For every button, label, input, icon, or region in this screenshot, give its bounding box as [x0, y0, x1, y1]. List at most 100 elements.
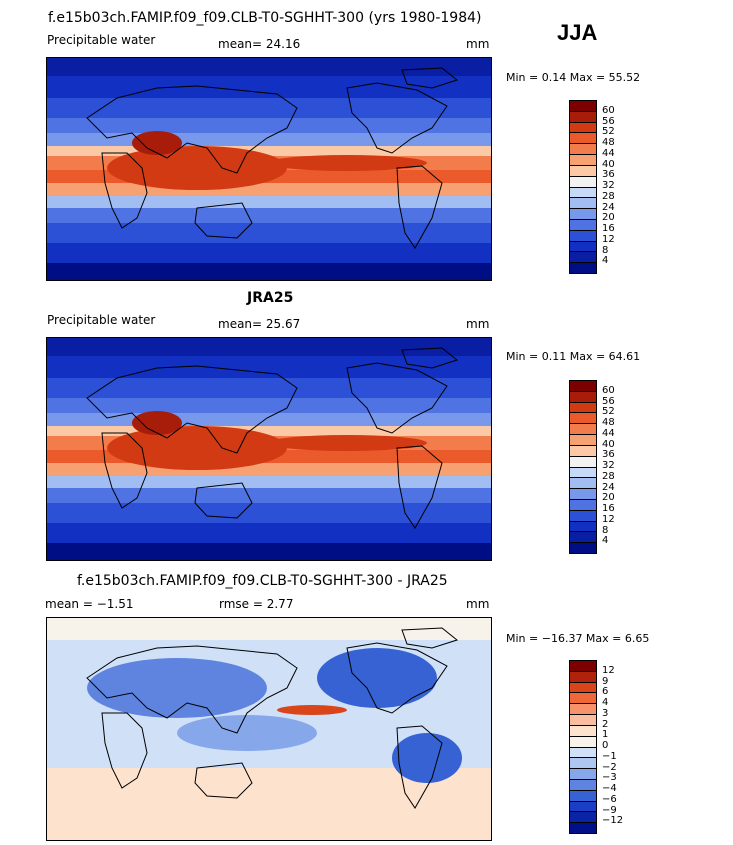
colorbar-swatch [570, 219, 596, 231]
colorbar-tick-label: 12 [602, 233, 615, 245]
colorbar-tick-label: −2 [602, 761, 617, 773]
colorbar-swatch [570, 381, 596, 392]
colorbar-swatch [570, 424, 596, 436]
colorbar-tick-label: 60 [602, 384, 615, 396]
colorbar-tick-label: 0 [602, 740, 609, 751]
colorbar-tick-label: 8 [602, 524, 609, 536]
colorbar-tick-label: 16 [602, 223, 615, 234]
colorbar-tick-label: 2 [602, 718, 609, 730]
colorbar-swatch [570, 111, 596, 123]
panel3-map [46, 617, 492, 841]
colorbar-swatch [570, 682, 596, 694]
colorbar-swatch [570, 241, 596, 253]
colorbar-tick-label: 44 [602, 427, 615, 439]
colorbar-swatch [570, 144, 596, 156]
colorbar-swatch [570, 671, 596, 683]
panel2-colorbar [569, 380, 597, 554]
colorbar-swatch [570, 736, 596, 748]
panel3-title: f.e15b03ch.FAMIP.f09_f09.CLB-T0-SGHHT-30… [77, 573, 448, 589]
colorbar-tick-label: 52 [602, 126, 615, 138]
colorbar-tick-label: 1 [602, 729, 609, 741]
panel1-units: mm [466, 37, 490, 51]
colorbar-tick-label: 48 [602, 137, 615, 148]
colorbar-swatch [570, 391, 596, 403]
colorbar-swatch [570, 445, 596, 457]
colorbar-swatch [570, 521, 596, 533]
panel3-colorbar [569, 660, 597, 834]
colorbar-tick-label: 36 [602, 449, 615, 461]
colorbar-tick-label: 9 [602, 675, 609, 687]
colorbar-tick-label: −9 [602, 804, 617, 816]
colorbar-tick-label: 48 [602, 417, 615, 428]
colorbar-tick-label: 24 [602, 481, 615, 493]
colorbar-swatch [570, 769, 596, 780]
colorbar-swatch [570, 230, 596, 242]
colorbar-swatch [570, 101, 596, 112]
colorbar-tick-label: 32 [602, 460, 615, 471]
colorbar-swatch [570, 209, 596, 220]
panel2-units: mm [466, 317, 490, 331]
colorbar-swatch [570, 489, 596, 500]
colorbar-swatch [570, 499, 596, 511]
colorbar-tick-label: −4 [602, 783, 617, 794]
colorbar-swatch [570, 510, 596, 522]
panel3-units: mm [466, 597, 490, 611]
colorbar-swatch [570, 435, 596, 446]
colorbar-swatch [570, 779, 596, 791]
colorbar-swatch [570, 532, 596, 544]
colorbar-tick-label: 3 [602, 707, 609, 719]
colorbar-swatch [570, 252, 596, 264]
colorbar-tick-label: 20 [602, 492, 615, 504]
colorbar-swatch [570, 263, 596, 273]
colorbar-tick-label: −12 [602, 815, 624, 827]
panel1-title: f.e15b03ch.FAMIP.f09_f09.CLB-T0-SGHHT-30… [48, 10, 482, 26]
colorbar-swatch [570, 823, 596, 833]
colorbar-tick-label: 40 [602, 438, 615, 450]
panel1-variable: Precipitable water [47, 33, 156, 47]
colorbar-swatch [570, 198, 596, 210]
colorbar-swatch [570, 413, 596, 425]
colorbar-tick-label: 44 [602, 147, 615, 159]
colorbar-tick-label: 12 [602, 513, 615, 525]
colorbar-tick-label: 60 [602, 104, 615, 116]
colorbar-swatch [570, 715, 596, 726]
colorbar-tick-label: 56 [602, 395, 615, 407]
panel2-map [46, 337, 492, 561]
colorbar-tick-label: 20 [602, 212, 615, 224]
colorbar-swatch [570, 187, 596, 199]
panel2-minmax: Min = 0.11 Max = 64.61 [506, 350, 641, 363]
colorbar-swatch [570, 661, 596, 672]
colorbar-swatch [570, 704, 596, 716]
panel1-colorbar [569, 100, 597, 274]
colorbar-tick-label: 40 [602, 158, 615, 170]
colorbar-tick-label: 12 [602, 664, 615, 676]
season-label: JJA [557, 20, 598, 45]
panel2-variable: Precipitable water [47, 313, 156, 327]
colorbar-tick-label: 32 [602, 180, 615, 191]
colorbar-swatch [570, 456, 596, 468]
colorbar-tick-label: −1 [602, 750, 617, 762]
panel1-map [46, 57, 492, 281]
colorbar-swatch [570, 122, 596, 134]
panel3-rmse: rmse = 2.77 [219, 597, 294, 611]
colorbar-tick-label: 52 [602, 406, 615, 418]
colorbar-tick-label: 4 [602, 255, 609, 267]
colorbar-tick-label: 28 [602, 470, 615, 482]
colorbar-swatch [570, 155, 596, 166]
panel3-minmax: Min = −16.37 Max = 6.65 [506, 632, 650, 645]
colorbar-swatch [570, 133, 596, 145]
colorbar-tick-label: 36 [602, 169, 615, 181]
colorbar-tick-label: −6 [602, 793, 617, 805]
colorbar-swatch [570, 176, 596, 188]
colorbar-tick-label: 4 [602, 697, 609, 708]
panel1-minmax: Min = 0.14 Max = 55.52 [506, 71, 641, 84]
colorbar-swatch [570, 801, 596, 813]
colorbar-tick-label: 6 [602, 686, 609, 698]
colorbar-tick-label: 24 [602, 201, 615, 213]
colorbar-tick-label: 8 [602, 244, 609, 256]
colorbar-swatch [570, 725, 596, 737]
colorbar-tick-label: 56 [602, 115, 615, 127]
panel1-mean: mean= 24.16 [218, 37, 301, 51]
colorbar-swatch [570, 478, 596, 490]
colorbar-swatch [570, 812, 596, 824]
